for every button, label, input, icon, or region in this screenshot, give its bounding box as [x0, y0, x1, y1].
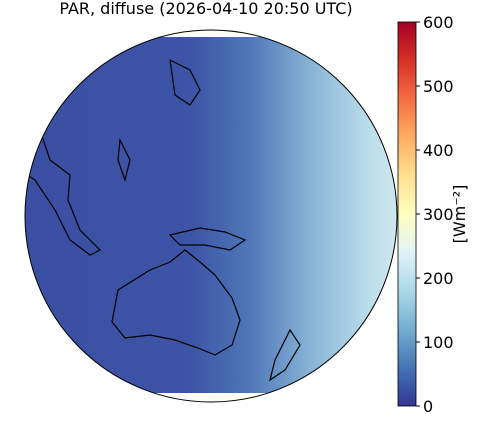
colorbar-tick-label: 0	[423, 397, 433, 416]
colorbar-tick-label: 100	[423, 333, 454, 352]
colorbar	[397, 21, 417, 407]
colorbar-tick-label: 300	[423, 205, 454, 224]
globe	[25, 37, 397, 393]
coastline-asia	[25, 119, 102, 256]
coastline-australia	[111, 249, 241, 356]
colorbar-tick-label: 600	[423, 13, 454, 32]
colorbar-tick-label: 500	[423, 77, 454, 96]
globe-outline	[24, 29, 398, 403]
coastline-new-guinea	[168, 227, 247, 251]
colorbar-tick-label: 200	[423, 269, 454, 288]
colorbar-tick-label: 400	[423, 141, 454, 160]
title: PAR, diffuse (2026-04-10 20:50 UTC)	[59, 0, 352, 18]
data-field	[25, 37, 397, 393]
colorbar-label: [Wm⁻²]	[450, 185, 469, 244]
coastline-islands	[117, 58, 201, 183]
coastline-new-zealand	[269, 328, 301, 382]
